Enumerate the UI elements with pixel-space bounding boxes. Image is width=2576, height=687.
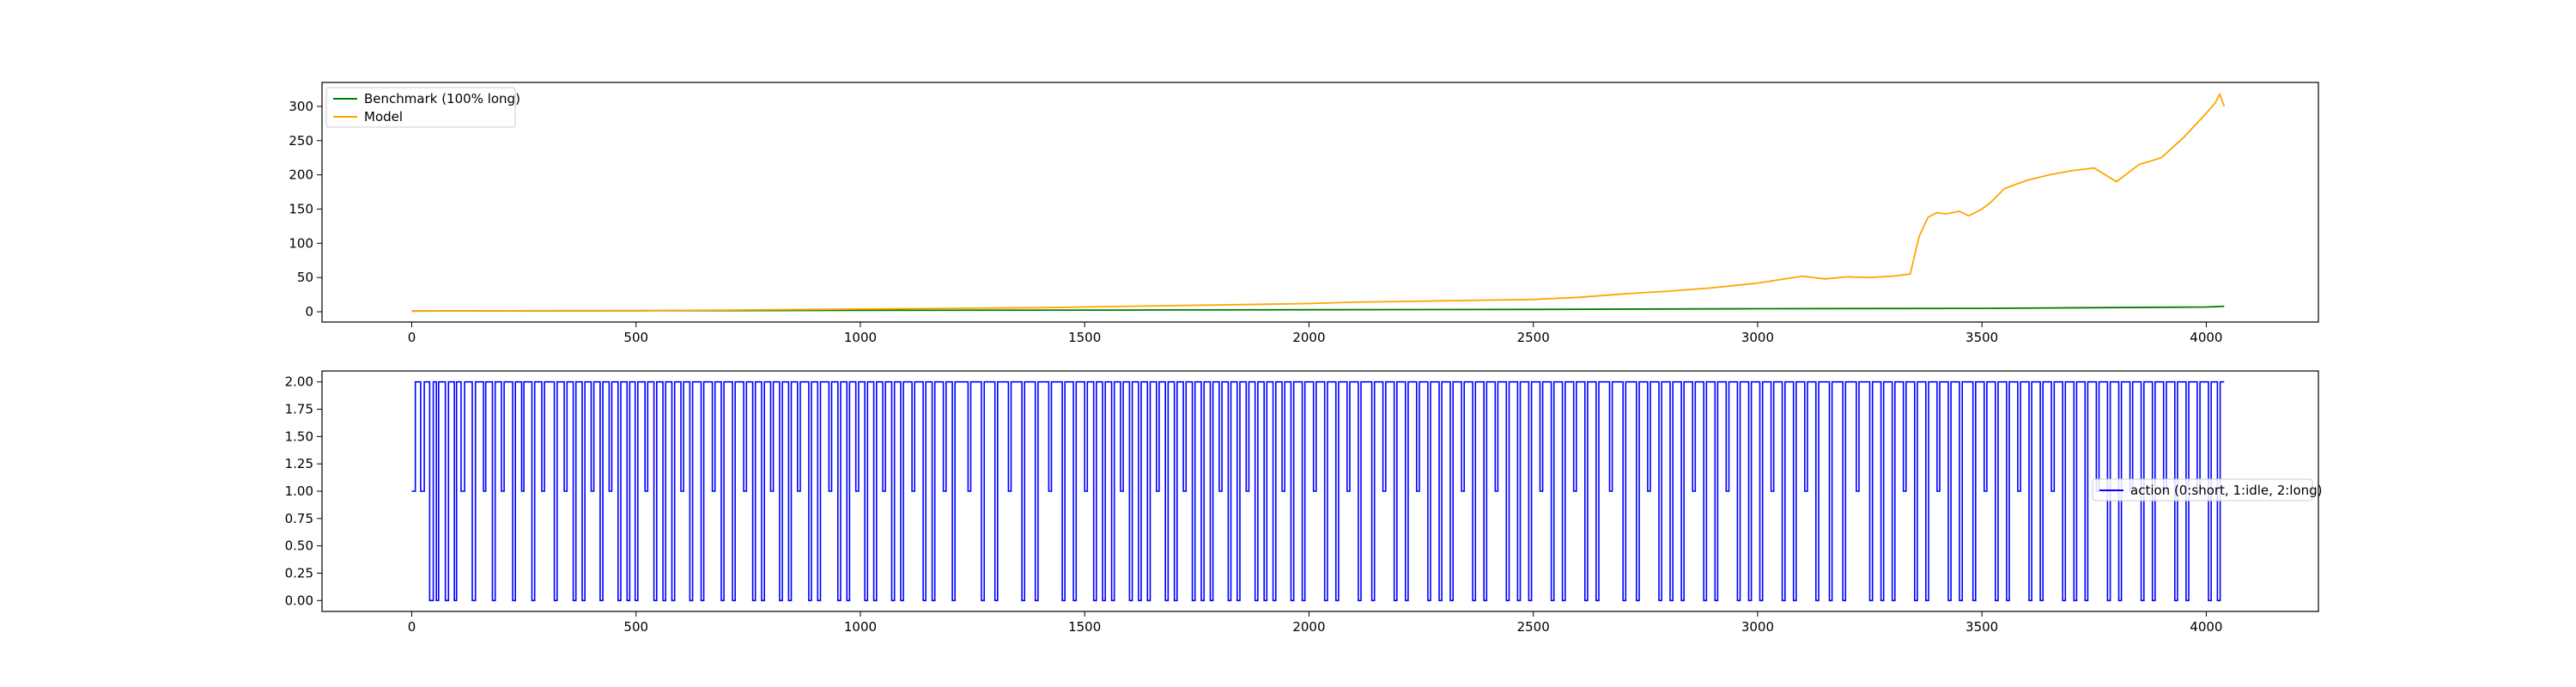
x-tick-label: 2000 [1292, 619, 1325, 635]
legend-box [2092, 478, 2313, 502]
x-tick-label: 1000 [844, 330, 877, 345]
x-tick-label: 500 [623, 619, 648, 635]
x-tick-label: 1500 [1068, 619, 1101, 635]
x-tick-label: 2500 [1517, 330, 1550, 345]
legend-label: Model [364, 109, 403, 125]
y-tick-label: 1.50 [285, 429, 313, 444]
y-tick-label: 300 [289, 99, 313, 114]
x-tick-label: 3500 [1965, 330, 1998, 345]
x-tick-label: 0 [408, 619, 416, 635]
y-tick-label: 2.00 [285, 374, 313, 390]
y-tick-label: 1.00 [285, 483, 313, 499]
chart-panel-1: 0 500 1000 1500 2000 2500 3000 3500 4000 0 50 100 15… [289, 82, 2319, 345]
x-tick-label: 1000 [844, 619, 877, 635]
series-line-1 [411, 380, 2225, 602]
axes-frame [321, 82, 2319, 323]
chart-panel-2: 0 500 1000 1500 2000 2500 3000 3500 4000 0.00 0.25… [285, 370, 2323, 635]
legend: Benchmark (100% long) Model [325, 87, 520, 128]
x-tick-label: 2500 [1517, 619, 1550, 635]
chart-panels: 0 500 1000 1500 2000 2500 3000 3500 400005010015… [285, 82, 2323, 635]
legend-label: Benchmark (100% long) [364, 91, 520, 106]
x-tick-label: 4000 [2190, 330, 2222, 345]
y-tick-label: 150 [289, 201, 313, 216]
y-tick-label: 100 [289, 235, 313, 251]
y-tick-label: 1.25 [285, 456, 313, 471]
y-tick-label: 0.75 [285, 511, 313, 526]
series-line-2 [411, 92, 2226, 313]
x-tick-label: 0 [408, 330, 416, 345]
legend-box [325, 87, 516, 128]
y-tick-label: 250 [289, 133, 313, 149]
y-tick-label: 0.00 [285, 593, 313, 608]
y-tick-label: 0.25 [285, 565, 313, 581]
y-tick-label: 0.50 [285, 538, 313, 554]
y-tick-label: 0 [305, 304, 313, 319]
x-tick-label: 3500 [1965, 619, 1998, 635]
x-tick-label: 2000 [1292, 330, 1325, 345]
x-tick-label: 3000 [1741, 619, 1774, 635]
x-tick-label: 4000 [2190, 619, 2222, 635]
x-tick-label: 500 [623, 330, 648, 345]
x-tick-label: 3000 [1741, 330, 1774, 345]
legend-label: action (0:short, 1:idle, 2:long) [2130, 483, 2323, 498]
y-tick-label: 200 [289, 167, 313, 183]
legend: action (0:short, 1:idle, 2:long) [2092, 478, 2323, 502]
y-tick-label: 50 [297, 270, 313, 285]
y-tick-label: 1.75 [285, 402, 313, 417]
x-tick-label: 1500 [1068, 330, 1101, 345]
